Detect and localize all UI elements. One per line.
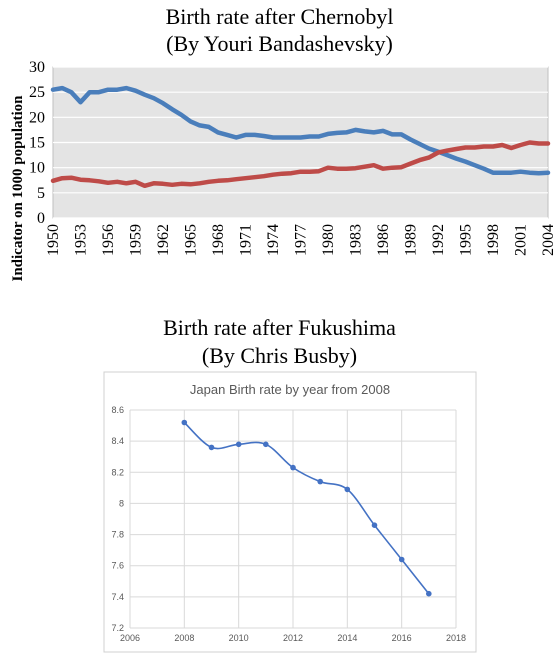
series-line (183, 421, 430, 595)
x-tick-label: 1998 (485, 224, 502, 256)
series-line-1 (50, 85, 551, 176)
y-tick-label: 7.6 (111, 561, 124, 571)
data-point (208, 444, 215, 451)
data-point (263, 441, 269, 448)
chart1-subtitle: (By Youri Bandashevsky) (166, 31, 393, 56)
x-tick-label: 1989 (403, 224, 420, 256)
x-tick-label: 1959 (128, 224, 145, 256)
series-line-2 (50, 140, 551, 189)
chart2-subtitle: (By Chris Busby) (201, 343, 358, 368)
x-tick-label: 2016 (392, 633, 412, 643)
x-tick-label: 1992 (430, 224, 447, 256)
x-tick-label: 2010 (229, 633, 249, 643)
x-tick-label: 2014 (337, 633, 357, 643)
y-tick-label: 8.4 (111, 436, 124, 446)
y-tick-label: 10 (29, 160, 45, 177)
chernobyl-chart: 0 5 10 15 20 25 30 1950 1953 1956 1959 1962 1965 1968… (10, 59, 557, 282)
data-point (371, 522, 378, 528)
y-tick-label: 30 (29, 59, 45, 76)
x-tick-label: 2006 (120, 633, 140, 643)
x-tick-label: 1980 (320, 224, 337, 256)
x-tick-label: 1956 (100, 224, 117, 256)
y-tick-label: 8.2 (111, 467, 124, 477)
y-tick-label: 20 (29, 109, 45, 126)
data-point (398, 556, 405, 563)
chart1-title: Birth rate after Chernobyl (165, 4, 394, 29)
y-tick-label: 5 (37, 185, 45, 202)
x-tick-label: 2004 (540, 224, 557, 256)
x-tick-label: 1971 (238, 224, 255, 256)
x-tick-label: 2008 (174, 633, 194, 643)
x-tick-label: 1953 (73, 224, 90, 256)
y-tick-label: 0 (37, 210, 45, 227)
x-tick-label: 2001 (513, 224, 530, 256)
x-tick-label: 2018 (446, 633, 466, 643)
x-tick-label: 2012 (283, 633, 303, 643)
x-tick-label: 1983 (348, 224, 365, 256)
x-tick-label: 1977 (293, 224, 310, 256)
chart-frame (103, 371, 477, 653)
chart2-title: Birth rate after Fukushima (163, 315, 396, 340)
y-tick-label: 25 (29, 84, 45, 101)
data-point (426, 590, 432, 597)
data-point (290, 464, 296, 471)
data-point (317, 478, 324, 485)
data-point (181, 419, 188, 426)
y-axis-label: Indicator on 1000 population (10, 95, 26, 282)
x-tick-label: 1962 (155, 224, 172, 256)
y-tick-label: 8 (119, 498, 124, 508)
x-tick-label: 1986 (375, 224, 392, 256)
y-tick-label: 8.6 (111, 405, 124, 415)
y-tick-label: 7.4 (111, 592, 124, 602)
x-tick-label: 1974 (265, 224, 282, 256)
y-tick-label: 15 (29, 135, 45, 152)
x-tick-label: 1995 (458, 224, 475, 256)
data-point (344, 486, 351, 493)
chart-inner-title: Japan Birth rate by year from 2008 (190, 382, 390, 397)
y-tick-label: 7.2 (111, 623, 124, 633)
y-tick-label: 7.8 (111, 530, 124, 540)
data-point (235, 441, 242, 448)
x-tick-label: 1950 (45, 224, 62, 256)
x-tick-label: 1968 (210, 224, 227, 256)
x-tick-label: 1965 (183, 224, 200, 256)
